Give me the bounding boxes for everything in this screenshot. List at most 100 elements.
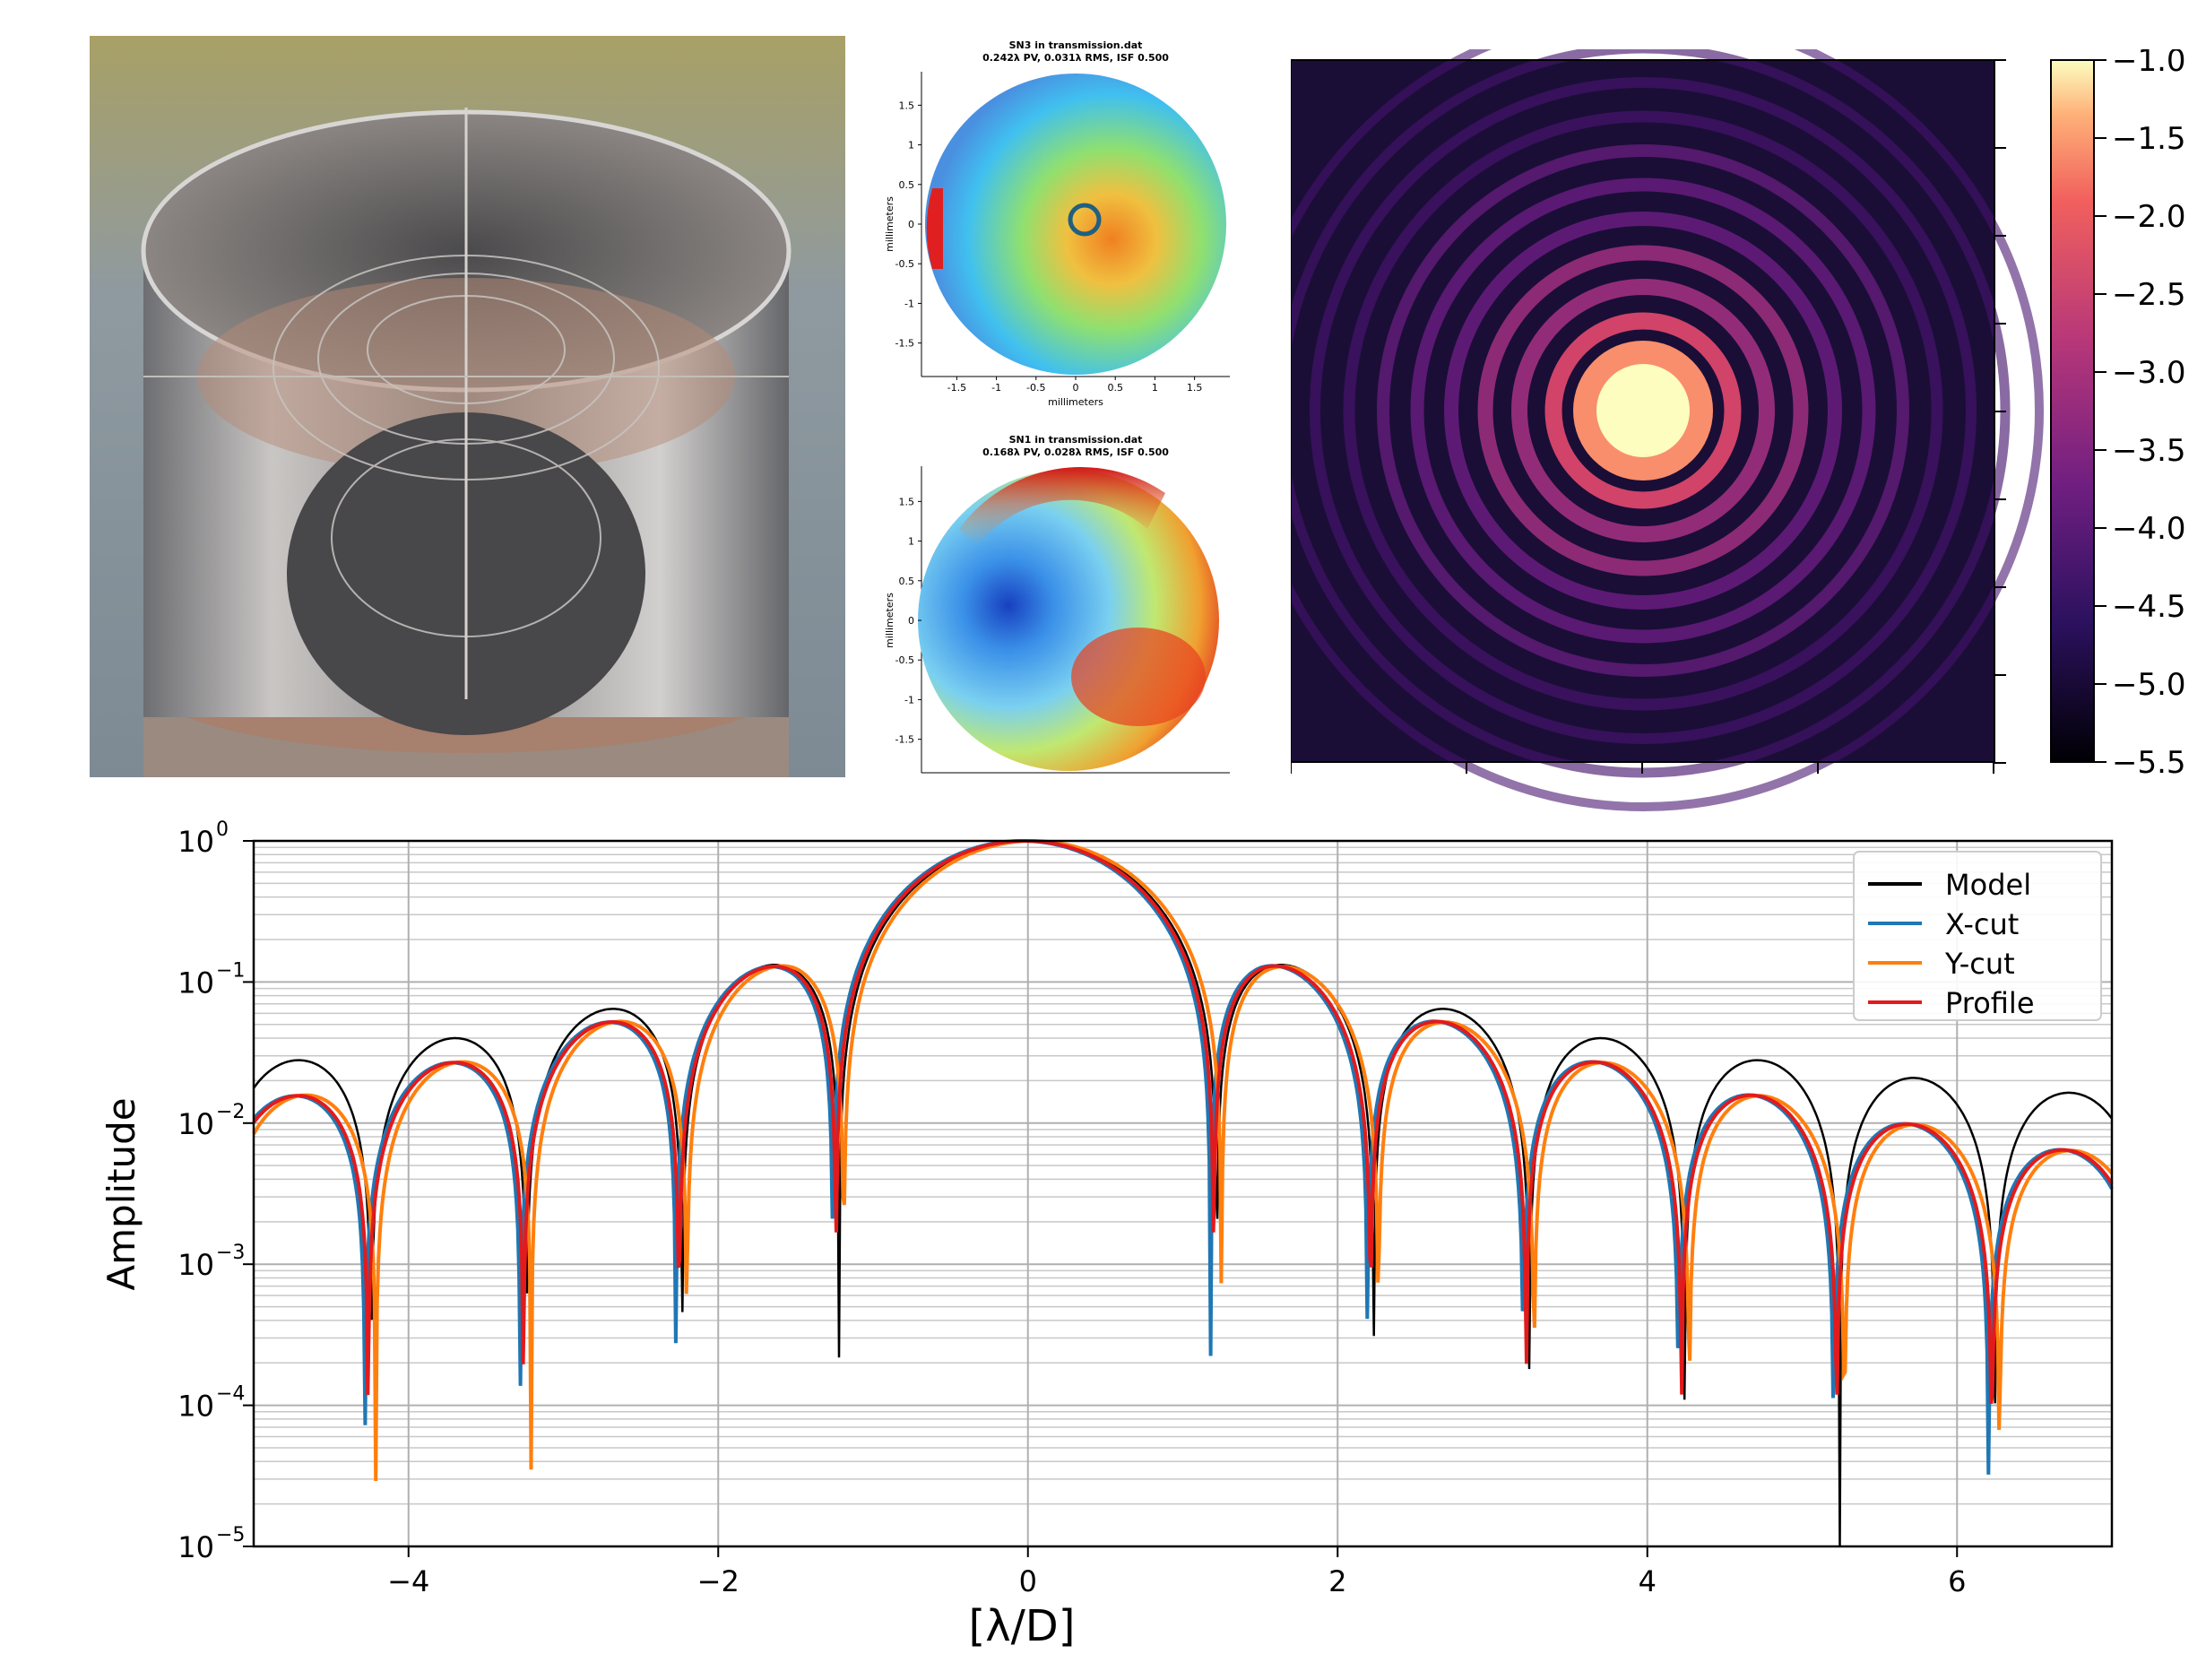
wfe2-ylabel: millimeters [884,593,895,648]
wfe1-x-tick-label: -1 [991,382,1001,394]
colorbar-tick-label: −1.5 [2112,121,2186,157]
wfe1-map-disk [925,74,1226,375]
wfe1-edge-hotspot [926,188,943,269]
wfe1-x-tick-label: 1.5 [1187,382,1203,394]
psf-y-ticks [1994,59,2006,764]
y-tick-label: 10 [177,1530,214,1564]
psf-core [1596,364,1690,457]
x-tick-label: 6 [1948,1564,1966,1598]
wfe1-y-tick-label: -1 [904,298,914,309]
legend-label: X-cut [1945,907,2019,941]
y-tick-exponent: 0 [216,818,229,841]
wfe2-y-tick-label: 0.5 [899,576,915,587]
profile-xlabel: [λ/D] [969,1601,1076,1651]
wfe2-y-tick-label: -1 [904,694,914,706]
psf-ring [1410,178,1876,644]
profile-x-ticks: −4 −2 0 2 4 6 [387,1546,1966,1598]
wfe1-y-ticks: 1.5 1 0.5 0 -0.5 -1 -1.5 [895,100,921,350]
wfe2-y-tick-label: -0.5 [895,654,914,666]
profile-chart: −4 −2 0 2 4 6 10 0 10 −1 10 −2 10 −3 10 −4 10 −5 Amplitu… [0,807,2206,1676]
wfe1-subtitle: 0.242λ PV, 0.031λ RMS, ISF 0.500 [982,52,1169,64]
x-tick-label: −2 [697,1564,740,1598]
legend-box [1853,851,2102,1021]
x-tick-label: −4 [387,1564,429,1598]
wfe2-y-ticks: 1.5 1 0.5 0 -0.5 -1 -1.5 [895,496,921,746]
y-tick-exponent: −2 [216,1101,245,1123]
wfe2-subtitle: 0.168λ PV, 0.028λ RMS, ISF 0.500 [982,446,1169,458]
wfe1-center-defect [1068,203,1102,237]
wavefront-map-sn1: SN1 in transmission.dat 0.168λ PV, 0.028… [861,430,1237,775]
wfe1-x-tick-label: -1.5 [947,382,966,394]
psf-ring [1343,110,1943,711]
psf-ring [1511,279,1775,542]
legend-label: Profile [1945,986,2035,1020]
psf-ring [1544,312,1742,509]
y-tick-exponent: −5 [216,1524,245,1546]
wfe1-ylabel: millimeters [884,196,895,252]
profile-legend: Model X-cut Y-cut Profile [1853,851,2102,1021]
psf-ring [1444,212,1842,610]
psf-ring [1477,245,1809,576]
colorbar-tick-label: −2.0 [2112,199,2186,235]
psf-ring [1310,77,1977,744]
wfe1-y-tick-label: 0 [908,219,914,230]
profile-ylabel: Amplitude [99,1097,143,1290]
profile-minor-gridlines [254,846,2112,1505]
wfe1-title: SN3 in transmission.dat [1009,39,1143,51]
colorbar [2050,59,2095,763]
series-line-y-cut [252,839,2114,1482]
wfe2-map-disk [918,470,1219,771]
y-tick-label: 10 [177,825,214,859]
psf-x-ticks [1290,762,1994,774]
wfe2-top-hotspot [959,467,1165,547]
profile-series-lines [252,839,2114,1547]
x-tick-label: 0 [1019,1564,1037,1598]
series-line-profile [252,839,2114,1404]
colorbar-tick-label: −4.5 [2112,589,2186,625]
colorbar-tick-label: −5.5 [2112,745,2186,781]
psf-image-panel: −1.0 −1.5 −2.0 −2.5 −3.0 −3.5 −4.0 −4.5 −5.0 −5.5 [1242,10,2205,811]
colorbar-ticks: −1.0 −1.5 −2.0 −2.5 −3.0 −3.5 −4.0 −4.5 −5.0 −5.5 [2094,43,2186,781]
x-tick-label: 2 [1328,1564,1346,1598]
y-tick-label: 10 [177,1248,214,1282]
wfe2-title: SN1 in transmission.dat [1009,434,1143,446]
optic-photo-illustration [90,36,845,777]
wfe1-x-tick-label: -0.5 [1026,382,1045,394]
wfe1-x-ticks: -1.5 -1 -0.5 0 0.5 1 1.5 [947,377,1203,394]
psf-ring [1377,144,1909,677]
y-tick-label: 10 [177,966,214,1000]
wfe1-y-tick-label: 1 [908,140,914,152]
series-line-x-cut [252,839,2114,1475]
colorbar-tick-label: −2.5 [2112,277,2186,313]
x-tick-label: 4 [1639,1564,1657,1598]
wfe1-y-tick-label: -0.5 [895,258,914,270]
wfe2-lower-right-hotspot [1071,628,1206,726]
optic-photo [90,36,845,777]
legend-label: Y-cut [1944,947,2015,981]
wfe1-y-tick-label: 1.5 [899,100,915,111]
series-line-model [252,839,2113,1547]
y-tick-label: 10 [177,1390,214,1424]
y-tick-exponent: −4 [216,1383,245,1406]
legend-label: Model [1945,868,2031,902]
wfe2-y-tick-label: -1.5 [895,734,914,746]
wfe1-x-tick-label: 0.5 [1107,382,1123,394]
wavefront-map-sn3: SN3 in transmission.dat 0.242λ PV, 0.031… [861,36,1237,412]
y-tick-exponent: −1 [216,959,245,982]
profile-axes-box [252,839,2114,1548]
wfe1-xlabel: millimeters [1048,396,1103,408]
wfe2-y-tick-label: 0 [908,615,914,627]
colorbar-tick-label: −5.0 [2112,667,2186,703]
wfe1-x-tick-label: 1 [1152,382,1158,394]
colorbar-tick-label: −3.5 [2112,433,2186,469]
wfe1-x-tick-label: 0 [1073,382,1079,394]
y-tick-exponent: −3 [216,1242,245,1264]
wfe2-y-tick-label: 1 [908,536,914,548]
colorbar-tick-label: −3.0 [2112,355,2186,391]
y-tick-label: 10 [177,1107,214,1141]
colorbar-tick-label: −4.0 [2112,511,2186,547]
wfe2-y-tick-label: 1.5 [899,496,915,507]
wfe1-y-tick-label: 0.5 [899,179,915,191]
wfe1-y-tick-label: -1.5 [895,338,914,350]
